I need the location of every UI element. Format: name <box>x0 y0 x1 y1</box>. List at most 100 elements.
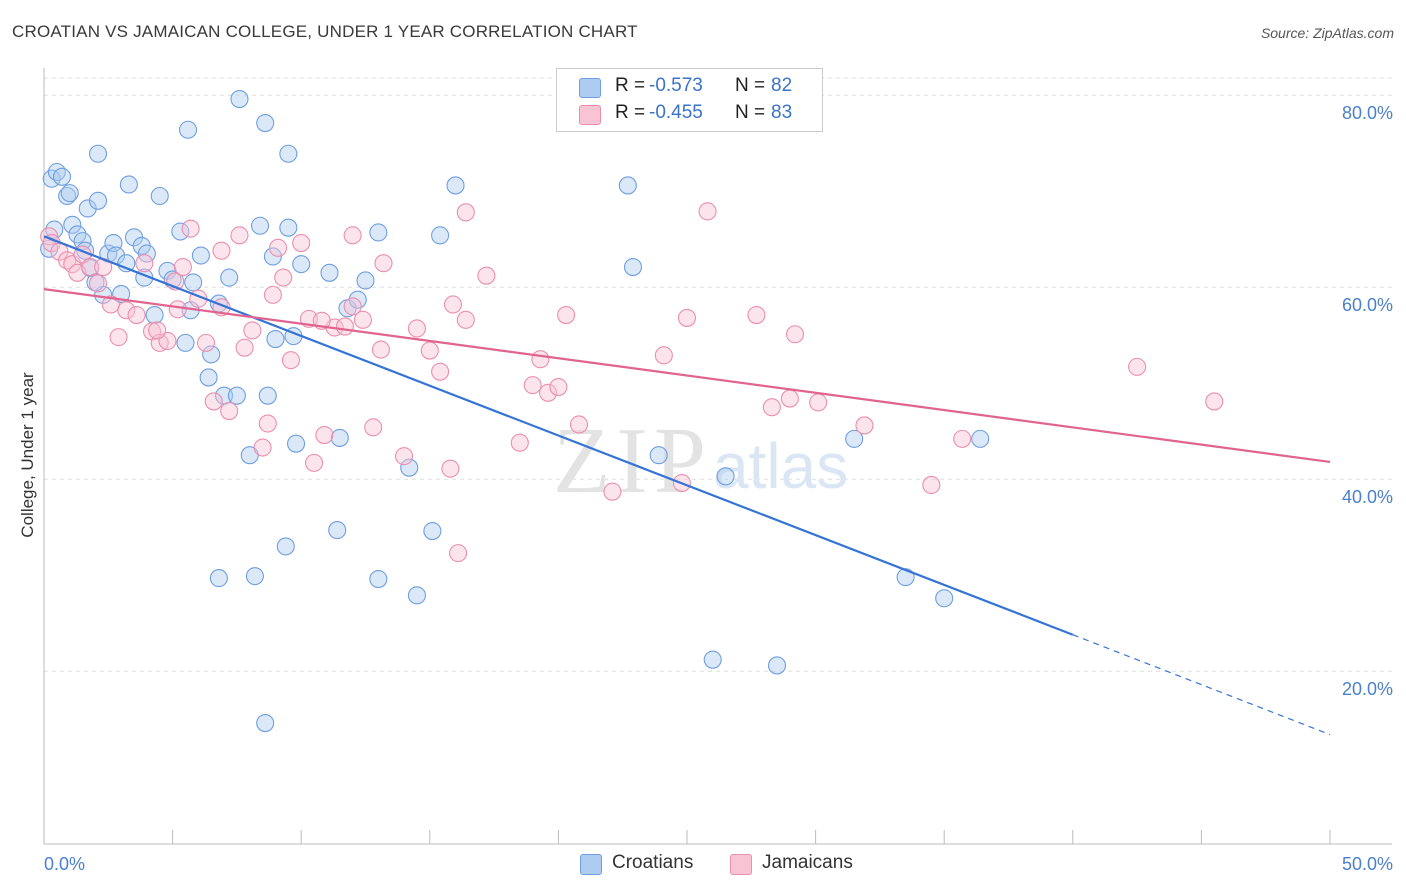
chart-title: CROATIAN VS JAMAICAN COLLEGE, UNDER 1 YE… <box>12 22 638 41</box>
croatians-point <box>896 568 915 587</box>
croatians-point <box>209 569 228 588</box>
croatians-point <box>263 247 282 266</box>
jamaicans-point <box>269 238 288 257</box>
croatians-point <box>369 569 388 589</box>
croatians-point <box>328 521 347 540</box>
croatians-legend-label: Croatians <box>612 852 694 873</box>
jamaicans-point <box>780 389 799 408</box>
jamaicans-legend-label: Jamaicans <box>762 852 853 873</box>
jamaicans-point <box>654 346 673 365</box>
jamaicans-point <box>809 393 828 412</box>
grid-lines <box>44 77 1392 672</box>
jamaicans-point <box>230 226 249 245</box>
croatians-point <box>178 120 198 139</box>
jamaicans-point <box>343 297 362 316</box>
jamaicans-point <box>523 376 542 395</box>
jamaicans-point <box>443 295 462 314</box>
jamaicans-point <box>557 305 576 325</box>
jamaicans-point <box>441 459 460 478</box>
croatians-point <box>145 305 164 325</box>
croatians-point <box>250 216 270 235</box>
croatians-point <box>191 246 210 265</box>
croatians-legend-swatch <box>580 854 602 875</box>
croatians-point <box>649 446 668 465</box>
jamaicans-point <box>785 325 805 344</box>
jamaicans-point <box>1128 357 1147 376</box>
trend-lines <box>43 235 1331 736</box>
jamaicans-trend-line <box>43 288 1331 464</box>
jamaicans-point <box>603 482 622 501</box>
croatians-point <box>266 329 285 349</box>
r-label: R = <box>615 75 646 96</box>
croatians-point <box>330 428 349 447</box>
jamaicans-point <box>196 333 216 352</box>
croatians-point <box>202 345 221 364</box>
watermark-atlas: atlas <box>713 430 848 502</box>
croatians-point <box>320 263 339 282</box>
jamaicans-point <box>407 319 426 338</box>
croatians-point <box>88 144 108 163</box>
croatians-point <box>119 175 138 194</box>
jamaicans-point <box>204 392 223 411</box>
jamaicans-point <box>263 285 282 304</box>
croatians-point <box>971 429 990 448</box>
watermark-zip: ZIP <box>553 409 712 513</box>
croatians-point <box>245 567 264 586</box>
jamaicans-point <box>117 301 136 320</box>
jamaicans-point <box>698 202 717 221</box>
croatians-point <box>78 199 97 218</box>
jamaicans-point <box>677 308 697 327</box>
jamaicans-point <box>922 475 941 495</box>
jamaicans-point <box>81 257 100 277</box>
jamaicans-point <box>168 300 187 319</box>
jamaicans-point <box>127 305 146 325</box>
croatians-point <box>446 176 465 195</box>
croatians-swatch <box>579 78 601 98</box>
croatians-point <box>431 226 450 245</box>
jamaicans-point <box>762 398 781 417</box>
y-axis-label: College, Under 1 year <box>18 372 37 538</box>
croatians-point <box>256 113 275 133</box>
jamaicans-swatch <box>579 105 601 125</box>
jamaicans-point <box>292 233 311 253</box>
croatians-point <box>52 167 72 186</box>
jamaicans-point <box>243 321 262 340</box>
croatians-point <box>407 586 426 605</box>
jamaicans-point <box>449 544 468 563</box>
jamaicans-point <box>135 254 154 273</box>
jamaicans-point <box>335 317 354 336</box>
croatians-trend-extension <box>1072 634 1331 736</box>
jamaicans-point <box>477 266 496 285</box>
tick-labels: 20.0% 40.0% 60.0% 80.0% 0.0% 50.0% <box>44 103 1393 874</box>
croatians-point <box>176 333 195 352</box>
croatians-point <box>47 162 66 182</box>
croatians-point <box>276 537 295 556</box>
croatians-point <box>767 656 787 675</box>
croatians-point <box>184 273 203 292</box>
jamaicans-point <box>253 438 272 457</box>
jamaicans-point <box>181 219 200 238</box>
jamaicans-point <box>539 383 558 402</box>
chart-source: Source: ZipAtlas.com <box>1260 25 1394 41</box>
jamaicans-point <box>953 429 972 448</box>
croatians-point <box>171 222 190 241</box>
jamaicans-point <box>274 268 293 287</box>
jamaicans-point <box>305 453 324 472</box>
y-tick-label: 60.0% <box>1342 295 1393 315</box>
croatians-point <box>88 191 108 210</box>
jamaicans-point <box>220 401 239 421</box>
jamaicans-point <box>510 433 529 452</box>
jamaicans-n-value: 83 <box>771 102 793 123</box>
jamaicans-point <box>212 241 231 260</box>
croatians-point <box>279 144 298 163</box>
croatians-point <box>623 257 643 277</box>
jamaicans-point <box>549 377 568 397</box>
croatians-point <box>618 176 637 195</box>
axes <box>43 68 1392 845</box>
croatians-point <box>220 268 239 287</box>
croatians-trend-line <box>43 235 1074 636</box>
croatians-point <box>287 434 306 453</box>
croatians-point <box>400 458 419 477</box>
croatians-point <box>258 386 277 405</box>
